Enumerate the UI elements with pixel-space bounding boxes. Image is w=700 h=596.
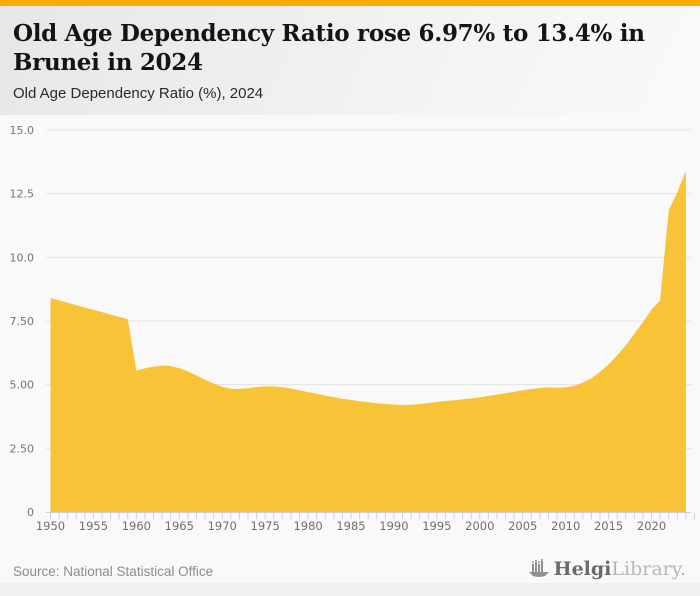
- bottom-strip: [0, 583, 700, 596]
- x-tick-label: 1955: [79, 519, 108, 533]
- x-tick-label: 2000: [465, 519, 494, 533]
- x-tick-label: 1970: [208, 519, 237, 533]
- source-note: Source: National Statistical Office: [13, 564, 214, 579]
- chart-header: Old Age Dependency Ratio rose 6.97% to 1…: [0, 6, 700, 115]
- x-tick-label: 1995: [422, 519, 451, 533]
- helgi-library-logo[interactable]: HelgiLibrary.: [528, 558, 686, 580]
- y-tick-label: 10.0: [10, 251, 35, 264]
- y-tick-label: 12.5: [10, 188, 35, 201]
- y-tick-label: 2.50: [10, 442, 35, 455]
- x-tick-label: 1965: [165, 519, 194, 533]
- x-tick-label: 1990: [379, 519, 408, 533]
- area-series: [50, 170, 686, 512]
- y-tick-label: 5.00: [10, 379, 35, 392]
- page-title: Old Age Dependency Ratio rose 6.97% to 1…: [13, 20, 684, 78]
- x-tick-label: 1950: [36, 519, 65, 533]
- x-tick-label: 2015: [594, 519, 623, 533]
- y-tick-label: 0: [27, 506, 34, 519]
- title-line-1: Old Age Dependency Ratio rose 6.97% to 1…: [13, 20, 645, 47]
- x-tick-label: 1960: [122, 519, 151, 533]
- logo-text: HelgiLibrary.: [554, 558, 686, 580]
- chart-area: 0 2.50 5.00 7.50 10.0 12.5 15.0 1950 1955 1960 196…: [0, 115, 700, 556]
- x-tick-label: 2010: [551, 519, 580, 533]
- logo-text-light: Library.: [611, 558, 686, 580]
- x-tick-label: 2005: [508, 519, 537, 533]
- x-tick-label: 1975: [251, 519, 280, 533]
- x-tick-label: 2020: [637, 519, 666, 533]
- x-tick-label: 1980: [293, 519, 322, 533]
- helgi-ship-icon: [528, 559, 549, 577]
- y-tick-label: 15.0: [10, 124, 35, 137]
- chart-footer: Source: National Statistical Office Helg…: [0, 552, 700, 596]
- dependency-ratio-area-chart: 0 2.50 5.00 7.50 10.0 12.5 15.0 1950 1955 1960 196…: [10, 124, 695, 533]
- chart-subtitle: Old Age Dependency Ratio (%), 2024: [13, 84, 264, 102]
- x-tick-label: 1985: [336, 519, 365, 533]
- logo-text-bold: Helgi: [553, 558, 612, 580]
- y-tick-label: 7.50: [10, 315, 35, 328]
- title-line-2: Brunei in 2024: [13, 48, 203, 76]
- top-accent-bar: [0, 0, 700, 6]
